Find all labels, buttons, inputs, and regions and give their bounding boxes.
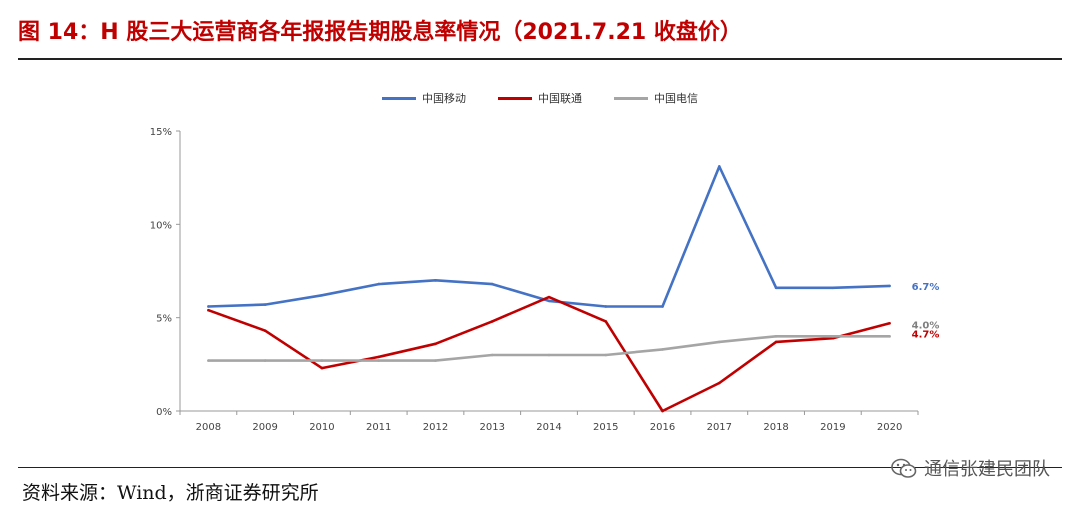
data-point [207, 305, 210, 308]
data-point [207, 359, 210, 362]
legend-swatch [498, 96, 532, 100]
data-point [604, 305, 608, 308]
data-point [263, 329, 267, 333]
data-point [718, 165, 721, 168]
data-point [377, 359, 380, 362]
series-end-label: 4.0% [912, 320, 940, 331]
data-point [434, 342, 437, 346]
data-point [263, 359, 267, 362]
data-point [490, 282, 494, 286]
data-point [774, 335, 778, 338]
x-tick-label: 2009 [252, 422, 277, 433]
legend-label: 中国联通 [538, 92, 582, 105]
y-tick-label: 10% [150, 220, 172, 231]
data-point [490, 320, 494, 323]
x-tick-label: 2014 [536, 422, 561, 433]
data-point [831, 335, 835, 338]
x-tick-label: 2016 [650, 422, 675, 433]
chart-legend: 中国移动 中国联通 中国电信 [0, 90, 1080, 106]
x-tick-label: 2011 [366, 422, 391, 433]
series-line-0 [208, 165, 890, 308]
data-point [207, 308, 210, 312]
legend-item-series-1: 中国联通 [498, 90, 582, 106]
data-point [774, 286, 778, 290]
legend-item-series-2: 中国电信 [614, 90, 698, 106]
legend-swatch [382, 96, 416, 100]
data-point [604, 320, 608, 323]
data-point [718, 340, 721, 344]
data-point [661, 348, 664, 351]
x-tick-label: 2008 [196, 422, 221, 433]
data-point [377, 355, 380, 359]
data-point [718, 381, 721, 385]
watermark-text: 通信张建民团队 [924, 459, 1050, 480]
legend-swatch [614, 96, 648, 100]
data-point [831, 286, 835, 290]
watermark: 通信张建民团队 [890, 455, 1050, 481]
x-tick-label: 2020 [877, 422, 902, 433]
source-note: 资料来源：Wind，浙商证券研究所 [22, 482, 319, 504]
legend-item-series-0: 中国移动 [382, 90, 466, 106]
data-point [434, 279, 437, 282]
data-point [774, 340, 778, 344]
x-tick-label: 2018 [763, 422, 788, 433]
data-point [320, 366, 324, 370]
x-tick-label: 2012 [423, 422, 448, 433]
wechat-icon [891, 458, 917, 478]
y-tick-label: 15% [150, 127, 172, 138]
title-divider [18, 58, 1062, 60]
data-point [377, 282, 380, 286]
data-point [547, 295, 551, 299]
legend-label: 中国电信 [654, 92, 698, 105]
data-point [661, 409, 664, 413]
series-end-label: 4.7% [912, 329, 940, 340]
y-tick-label: 0% [156, 407, 172, 418]
data-point [320, 293, 324, 297]
data-point [263, 303, 267, 306]
legend-label: 中国移动 [422, 92, 466, 105]
page-title: 图 14：H 股三大运营商各年报报告期股息率情况（2021.7.21 收盘价） [18, 20, 742, 45]
x-tick-label: 2019 [820, 422, 845, 433]
data-point [434, 359, 437, 362]
data-point [490, 353, 494, 357]
x-tick-label: 2015 [593, 422, 618, 433]
data-point [320, 359, 324, 362]
y-tick-label: 5% [156, 314, 172, 325]
footer-divider [18, 467, 1062, 468]
x-tick-label: 2017 [707, 422, 732, 433]
data-point [888, 321, 891, 325]
data-point [547, 299, 551, 303]
data-point [888, 284, 891, 288]
data-point [547, 353, 551, 357]
series-end-label: 6.7% [912, 282, 940, 293]
x-tick-label: 2013 [480, 422, 505, 433]
data-point [661, 305, 664, 308]
data-point [888, 335, 891, 338]
x-tick-label: 2010 [309, 422, 334, 433]
data-point [604, 353, 608, 357]
